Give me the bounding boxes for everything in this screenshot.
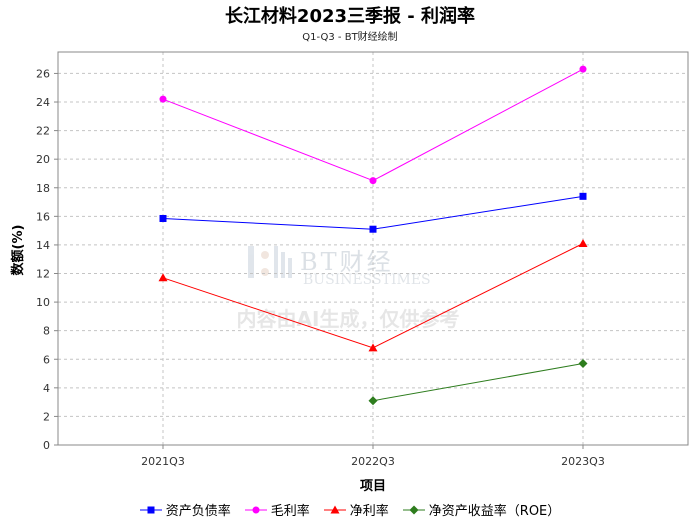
legend-item: 净利率 — [323, 500, 389, 519]
y-tick-label: 12 — [36, 268, 50, 281]
series-3 — [368, 359, 588, 406]
y-tick-label: 0 — [43, 439, 50, 452]
watermark: BT财经 BUSINESSTIMES 内容由AI生成，仅供参考 — [237, 246, 460, 331]
legend-label: 净利率 — [349, 504, 389, 519]
y-tick-label: 10 — [36, 296, 50, 309]
legend-swatch-icon — [244, 506, 267, 513]
legend-label: 资产负债率 — [165, 504, 231, 519]
x-tick-label: 2023Q3 — [561, 455, 605, 468]
x-axis-ticks: 2021Q3 2022Q3 2023Q3 — [141, 445, 605, 468]
data-point — [578, 359, 588, 369]
legend-swatch-icon — [323, 505, 346, 513]
data-point — [369, 177, 377, 185]
legend-swatch-icon — [139, 506, 162, 513]
legend-swatch-icon — [402, 505, 425, 514]
x-tick-label: 2022Q3 — [351, 455, 395, 468]
data-point — [369, 225, 377, 233]
data-point — [158, 273, 168, 282]
y-tick-label: 24 — [36, 96, 50, 109]
series-2 — [158, 238, 588, 352]
series-line — [372, 363, 584, 402]
legend-item: 净资产收益率（ROE） — [402, 500, 561, 519]
chart-subtitle: Q1-Q3 - BT财经绘制 — [302, 32, 398, 43]
y-tick-label: 18 — [36, 182, 50, 195]
legend-marker — [330, 505, 340, 513]
data-point — [159, 214, 167, 222]
data-point — [368, 396, 378, 406]
legend-marker — [409, 505, 419, 514]
legend-marker — [252, 506, 260, 513]
series-layer — [158, 65, 588, 406]
y-tick-label: 26 — [36, 67, 50, 80]
y-axis-label: 数额(%) — [10, 225, 26, 276]
y-tick-label: 4 — [43, 382, 50, 395]
x-tick-label: 2021Q3 — [141, 455, 185, 468]
watermark-brand: BT财经 — [300, 248, 394, 276]
data-point — [368, 343, 378, 352]
y-tick-label: 6 — [43, 353, 50, 366]
legend-label: 毛利率 — [270, 504, 310, 519]
x-axis-label: 项目 — [360, 479, 386, 494]
legend-item: 资产负债率 — [139, 500, 231, 519]
line-chart: BT财经 BUSINESSTIMES 内容由AI生成，仅供参考 02468101… — [10, 51, 689, 494]
legend: 资产负债率 毛利率 净利率 净资产收益率（ROE） — [0, 500, 700, 519]
watermark-brand-en: BUSINESSTIMES — [303, 272, 431, 288]
y-tick-label: 2 — [43, 410, 50, 423]
series-line — [162, 195, 584, 230]
legend-item: 毛利率 — [244, 500, 310, 519]
data-point — [578, 238, 588, 247]
series-0 — [159, 192, 587, 233]
y-tick-label: 22 — [36, 125, 50, 138]
legend-marker — [147, 506, 155, 513]
chart-title: 长江材料2023三季报 - 利润率 — [224, 6, 476, 27]
data-point — [579, 192, 587, 200]
data-point — [159, 95, 167, 103]
y-tick-label: 16 — [36, 210, 50, 223]
watermark-notice: 内容由AI生成，仅供参考 — [237, 307, 460, 331]
y-tick-label: 14 — [36, 239, 50, 252]
series-1 — [159, 65, 587, 185]
data-point — [579, 65, 587, 73]
y-tick-label: 20 — [36, 153, 50, 166]
y-tick-label: 8 — [43, 325, 50, 338]
legend-label: 净资产收益率（ROE） — [428, 504, 561, 519]
